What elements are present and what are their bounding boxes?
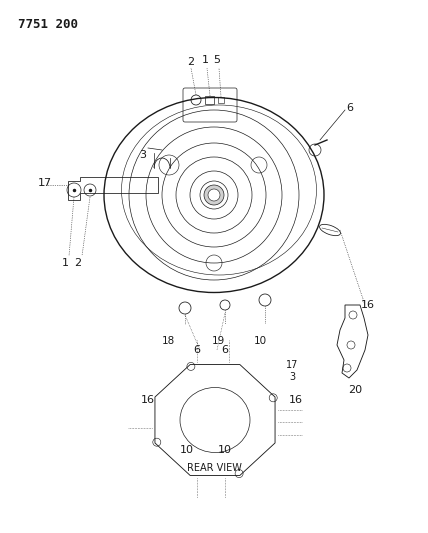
Text: 5: 5 <box>214 55 220 65</box>
Text: 17: 17 <box>286 360 298 370</box>
Text: 1: 1 <box>202 55 208 65</box>
Text: 3: 3 <box>140 150 146 160</box>
Bar <box>205 96 214 104</box>
Text: 3: 3 <box>289 372 295 382</box>
Text: 6: 6 <box>347 103 354 113</box>
Text: 16: 16 <box>361 300 375 310</box>
Circle shape <box>204 185 224 205</box>
Text: 18: 18 <box>161 336 175 346</box>
Text: 19: 19 <box>211 336 225 346</box>
Text: 16: 16 <box>141 395 155 405</box>
Text: 20: 20 <box>348 385 362 395</box>
Text: 10: 10 <box>253 336 267 346</box>
Bar <box>218 97 224 103</box>
Text: 2: 2 <box>74 258 82 268</box>
Text: 2: 2 <box>187 57 195 67</box>
Text: 6: 6 <box>222 345 229 355</box>
Text: 17: 17 <box>38 178 52 188</box>
Text: REAR VIEW: REAR VIEW <box>187 463 241 473</box>
Text: 7751 200: 7751 200 <box>18 18 78 31</box>
Text: 6: 6 <box>193 345 200 355</box>
Text: 16: 16 <box>289 395 303 405</box>
Text: 1: 1 <box>62 258 68 268</box>
Text: 10: 10 <box>180 445 194 455</box>
Circle shape <box>208 189 220 201</box>
Text: 10: 10 <box>218 445 232 455</box>
